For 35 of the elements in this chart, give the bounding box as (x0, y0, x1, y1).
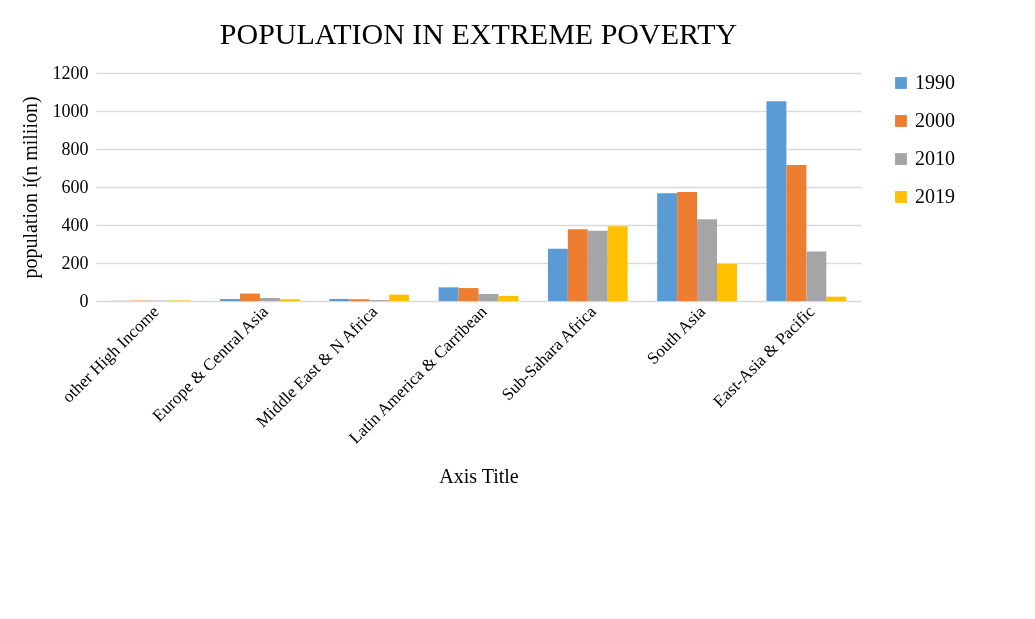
bar (498, 295, 519, 301)
bar (239, 293, 260, 301)
y-tick-label: 1000 (52, 100, 89, 121)
bar (220, 298, 240, 301)
y-axis-title: population i(n miliion) (18, 96, 42, 279)
bar (826, 296, 847, 301)
y-tick-label: 200 (61, 252, 89, 273)
bar (458, 288, 479, 301)
bar (587, 230, 608, 301)
legend-label: 2000 (915, 109, 955, 131)
legend-label: 1990 (915, 71, 955, 93)
bar (786, 164, 807, 301)
bar (329, 298, 350, 301)
bar (478, 293, 499, 301)
bar (657, 193, 678, 301)
y-tick-label: 800 (61, 138, 89, 159)
y-tick-label: 0 (79, 290, 89, 311)
bar (547, 248, 568, 301)
bar (607, 226, 628, 301)
y-tick-label: 600 (61, 176, 89, 197)
x-axis-title: Axis Title (439, 465, 519, 488)
legend-label: 2010 (915, 147, 955, 169)
bar (677, 191, 698, 301)
legend-label: 2019 (915, 185, 955, 207)
y-tick-label: 1200 (52, 62, 89, 83)
bar (806, 251, 827, 301)
bar (389, 294, 410, 301)
bar (717, 263, 737, 301)
bar (697, 219, 718, 301)
chart-title: POPULATION IN EXTREME POVERTY (219, 17, 738, 50)
bar (567, 229, 588, 301)
y-tick-label: 400 (61, 214, 89, 235)
bar (766, 101, 787, 301)
bar (438, 287, 459, 301)
bar (259, 297, 280, 301)
